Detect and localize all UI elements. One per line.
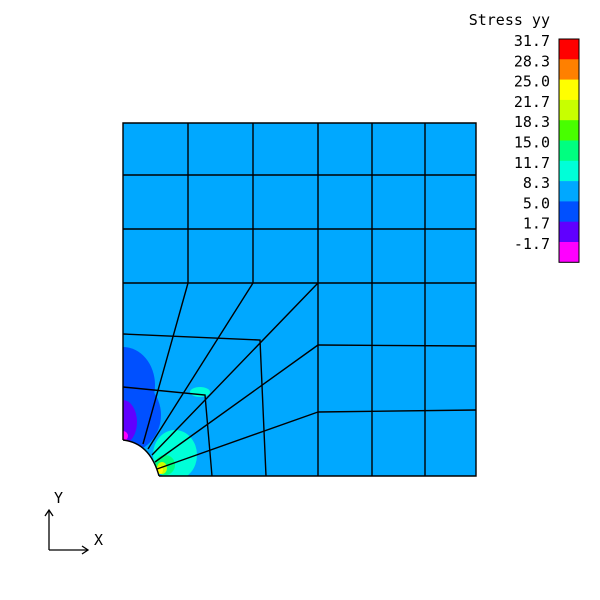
legend-color-box [559, 160, 579, 182]
legend-color-box [559, 120, 579, 141]
legend-title: Stress yy [469, 11, 550, 29]
legend-color-box [559, 39, 579, 60]
legend-value-label: 1.7 [523, 215, 550, 233]
legend-value-label: -1.7 [514, 235, 550, 253]
stress-legend: Stress yy 31.7 28.3 25.0 21.7 18.3 15.0 11.7 8.… [469, 11, 580, 263]
legend-value-label: 25.0 [514, 73, 550, 91]
y-axis-label: Y [54, 489, 63, 507]
plate-region [123, 123, 476, 476]
legend-value-label: 15.0 [514, 134, 550, 152]
plate-fill [123, 123, 476, 476]
legend-color-box [559, 181, 579, 202]
legend-color-box [559, 221, 579, 243]
legend-color-box [559, 140, 579, 162]
mesh-line [317, 409, 477, 413]
legend-color-box [559, 201, 579, 222]
x-axis-label: X [94, 531, 103, 549]
legend-color-box [559, 59, 579, 80]
x-arrow-head [81, 545, 90, 555]
mesh-radial [154, 344, 319, 463]
mesh-radial [156, 411, 319, 470]
legend-color-box [559, 79, 579, 101]
legend-value-label: 21.7 [514, 93, 550, 111]
legend-frame [558, 38, 580, 263]
legend-color-box [559, 99, 579, 121]
legend-value-label: 8.3 [523, 174, 550, 192]
legend-value-labels: 31.7 28.3 25.0 21.7 18.3 15.0 11.7 8.3 5.0 1.7 -1.… [514, 32, 550, 253]
legend-color-scale [558, 38, 580, 263]
mesh-radial [151, 282, 319, 456]
legend-value-label: 18.3 [514, 113, 550, 131]
legend-color-box [559, 242, 579, 263]
contour-band-1-7 [123, 400, 137, 444]
mesh-line [317, 344, 477, 347]
legend-value-label: 31.7 [514, 32, 550, 50]
mesh-radial [142, 282, 189, 445]
legend-value-label: 28.3 [514, 52, 550, 70]
mesh-radial [147, 282, 254, 450]
mesh-ring-inner [122, 386, 213, 477]
legend-value-label: 5.0 [523, 194, 550, 212]
hole-edge [122, 439, 160, 477]
mesh-lines [122, 122, 477, 477]
contour-band-small [190, 387, 210, 397]
y-arrow-head [44, 508, 54, 517]
contour-band-neg [123, 431, 128, 441]
axis-triad [44, 508, 90, 555]
legend-value-label: 11.7 [514, 154, 550, 172]
